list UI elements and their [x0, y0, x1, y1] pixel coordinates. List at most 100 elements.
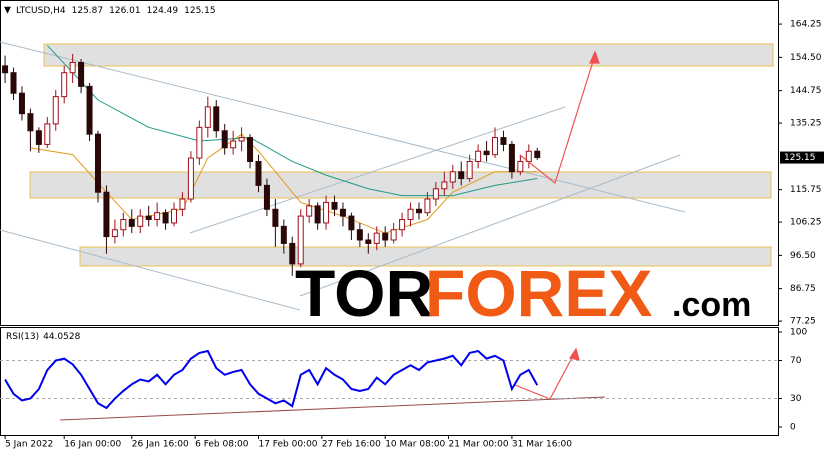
candle-body	[339, 208, 346, 217]
candle-body	[78, 61, 85, 87]
rsi-arrow	[514, 351, 576, 400]
trend-line	[189, 106, 566, 234]
candle-body	[314, 205, 321, 224]
candle-body	[289, 242, 296, 265]
rsi-trend-line	[59, 396, 606, 421]
candle-body	[120, 219, 127, 231]
candle-body	[297, 215, 304, 265]
header-value: 125.15	[184, 6, 216, 16]
price-label: 125.15	[784, 153, 816, 163]
y-tick-label: 135.25	[790, 119, 822, 129]
price-label-box	[780, 151, 824, 164]
candle-body	[10, 72, 17, 94]
header-arrow: ▼	[4, 6, 11, 16]
header-text: LTCUSD,H4 125.87 126.01 124.49 125.15	[16, 6, 216, 16]
y-tick-label: 106.25	[790, 218, 822, 228]
candle-body	[69, 61, 76, 74]
candle-body	[373, 232, 380, 244]
zone	[43, 43, 774, 67]
candle-body	[111, 229, 118, 238]
arrows	[514, 50, 600, 400]
candle-body	[145, 215, 152, 221]
candle-body	[35, 130, 42, 145]
moving-average	[46, 45, 538, 197]
x-tick-label: 17 Feb 00:00	[258, 440, 317, 450]
candle-body	[280, 225, 287, 244]
candle-body	[483, 150, 490, 156]
candle-body	[247, 137, 254, 162]
candle-body	[61, 72, 68, 98]
logo-tor: TOR	[295, 256, 433, 330]
candle-body	[306, 205, 313, 217]
y-tick-label: 86.75	[790, 284, 816, 294]
header: ▼ LTCUSD,H4 125.87 126.01 124.49 125.15 RSI(…	[4, 6, 216, 342]
arrow-head	[569, 347, 580, 361]
trend-line	[0, 41, 686, 213]
candle-body	[44, 123, 51, 145]
rsi-header: RSI(13) 44.0528	[6, 332, 81, 342]
zone	[29, 171, 772, 199]
candle-body	[179, 198, 186, 210]
candle-body	[508, 143, 515, 173]
candle-body	[52, 96, 59, 125]
plot	[2, 45, 541, 276]
y-tick-label: 77.25	[790, 317, 816, 327]
candle-body	[2, 65, 9, 74]
candle-body	[449, 171, 456, 183]
candle-body	[390, 229, 397, 241]
rsi-line	[4, 349, 539, 410]
rsi-title: RSI(13)	[6, 332, 39, 342]
candle-body	[187, 157, 194, 200]
forecast-arrow	[519, 54, 596, 185]
candle-body	[263, 184, 270, 210]
candle-body	[86, 85, 93, 135]
candle-body	[365, 239, 372, 244]
candle-body	[230, 140, 237, 149]
candle-body	[94, 133, 101, 193]
candle-body	[432, 188, 439, 200]
price-frame	[0, 0, 779, 326]
candle-body	[348, 215, 355, 231]
x-tick-label: 26 Jan 16:00	[132, 440, 189, 450]
rsi-value: 44.0528	[43, 332, 80, 342]
rsi-tick-label: 0	[790, 423, 796, 433]
rsi-tick-label: 100	[790, 328, 807, 338]
candle-body	[331, 201, 338, 210]
candle-body	[137, 215, 144, 227]
x-tick-label: 5 Jan 2022	[5, 440, 53, 450]
candle-body	[18, 92, 25, 115]
moving-average	[30, 133, 538, 234]
rsi-tick-label: 70	[790, 356, 802, 366]
y-tick-label: 144.75	[790, 86, 822, 96]
candle-body	[128, 219, 135, 227]
trend-line	[0, 229, 301, 311]
y-tick-label: 164.25	[790, 20, 822, 30]
candle-body	[323, 201, 330, 224]
candle-body	[466, 160, 473, 180]
header-value: 124.49	[147, 6, 179, 16]
candle-body	[517, 160, 524, 173]
candle-body	[441, 181, 448, 190]
y-tick-label: 154.50	[790, 53, 822, 63]
candle-body	[154, 212, 161, 221]
trend-line	[299, 154, 681, 297]
logo-com: .com	[672, 286, 751, 324]
x-tick-label: 31 Mar 16:00	[512, 440, 572, 450]
candle-body	[382, 232, 389, 241]
logo-forex: FOREX	[425, 256, 652, 330]
x-tick-label: 10 Mar 08:00	[385, 440, 445, 450]
rsi-frame	[0, 327, 779, 436]
x-tick-label: 16 Jan 00:00	[64, 440, 121, 450]
candle-body	[272, 208, 279, 227]
y-tick-label: 96.50	[790, 251, 816, 261]
zones	[29, 43, 774, 267]
candle-body	[407, 208, 414, 221]
candle-body	[356, 229, 363, 241]
candle-body	[221, 130, 228, 149]
arrow-head	[589, 50, 600, 64]
candle-body	[500, 137, 507, 145]
candle-body	[492, 137, 499, 156]
candle-body	[255, 160, 262, 186]
rsi-tick-label: 30	[790, 394, 802, 404]
